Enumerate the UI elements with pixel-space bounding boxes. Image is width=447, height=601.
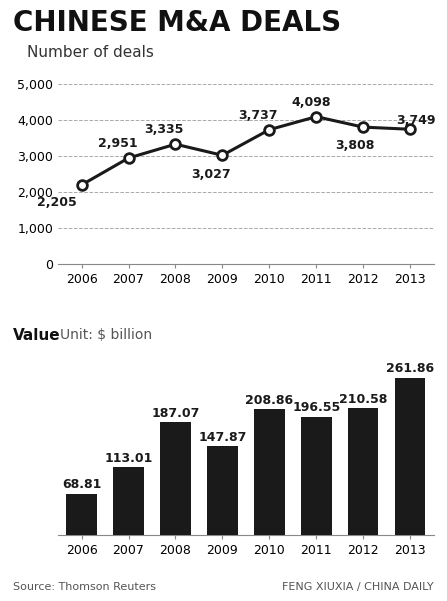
Text: Source: Thomson Reuters: Source: Thomson Reuters <box>13 582 156 592</box>
Text: Unit: $ billion: Unit: $ billion <box>60 328 152 341</box>
Text: Value: Value <box>13 328 61 343</box>
Text: 3,749: 3,749 <box>396 114 435 127</box>
Text: 196.55: 196.55 <box>292 401 340 414</box>
Bar <box>113 467 144 535</box>
Text: 3,808: 3,808 <box>335 139 375 152</box>
Text: 187.07: 187.07 <box>151 407 200 420</box>
Text: 3,027: 3,027 <box>191 168 231 180</box>
Bar <box>301 416 332 535</box>
Text: 3,737: 3,737 <box>238 109 278 121</box>
Text: Number of deals: Number of deals <box>27 45 154 60</box>
Bar <box>207 446 238 535</box>
Text: CHINESE M&A DEALS: CHINESE M&A DEALS <box>13 9 342 37</box>
Text: 210.58: 210.58 <box>339 393 388 406</box>
Text: 113.01: 113.01 <box>104 451 153 465</box>
Text: 208.86: 208.86 <box>245 394 293 407</box>
Text: 3,335: 3,335 <box>145 123 184 136</box>
Bar <box>66 493 97 535</box>
Text: 147.87: 147.87 <box>198 430 247 444</box>
Bar <box>395 377 426 535</box>
Bar <box>160 423 191 535</box>
Text: 4,098: 4,098 <box>291 96 330 109</box>
Bar <box>348 408 379 535</box>
Text: 68.81: 68.81 <box>62 478 101 491</box>
Text: FENG XIUXIA / CHINA DAILY: FENG XIUXIA / CHINA DAILY <box>282 582 434 592</box>
Text: 2,205: 2,205 <box>37 196 76 209</box>
Text: 261.86: 261.86 <box>386 362 434 375</box>
Bar <box>254 409 285 535</box>
Text: 2,951: 2,951 <box>97 137 137 150</box>
